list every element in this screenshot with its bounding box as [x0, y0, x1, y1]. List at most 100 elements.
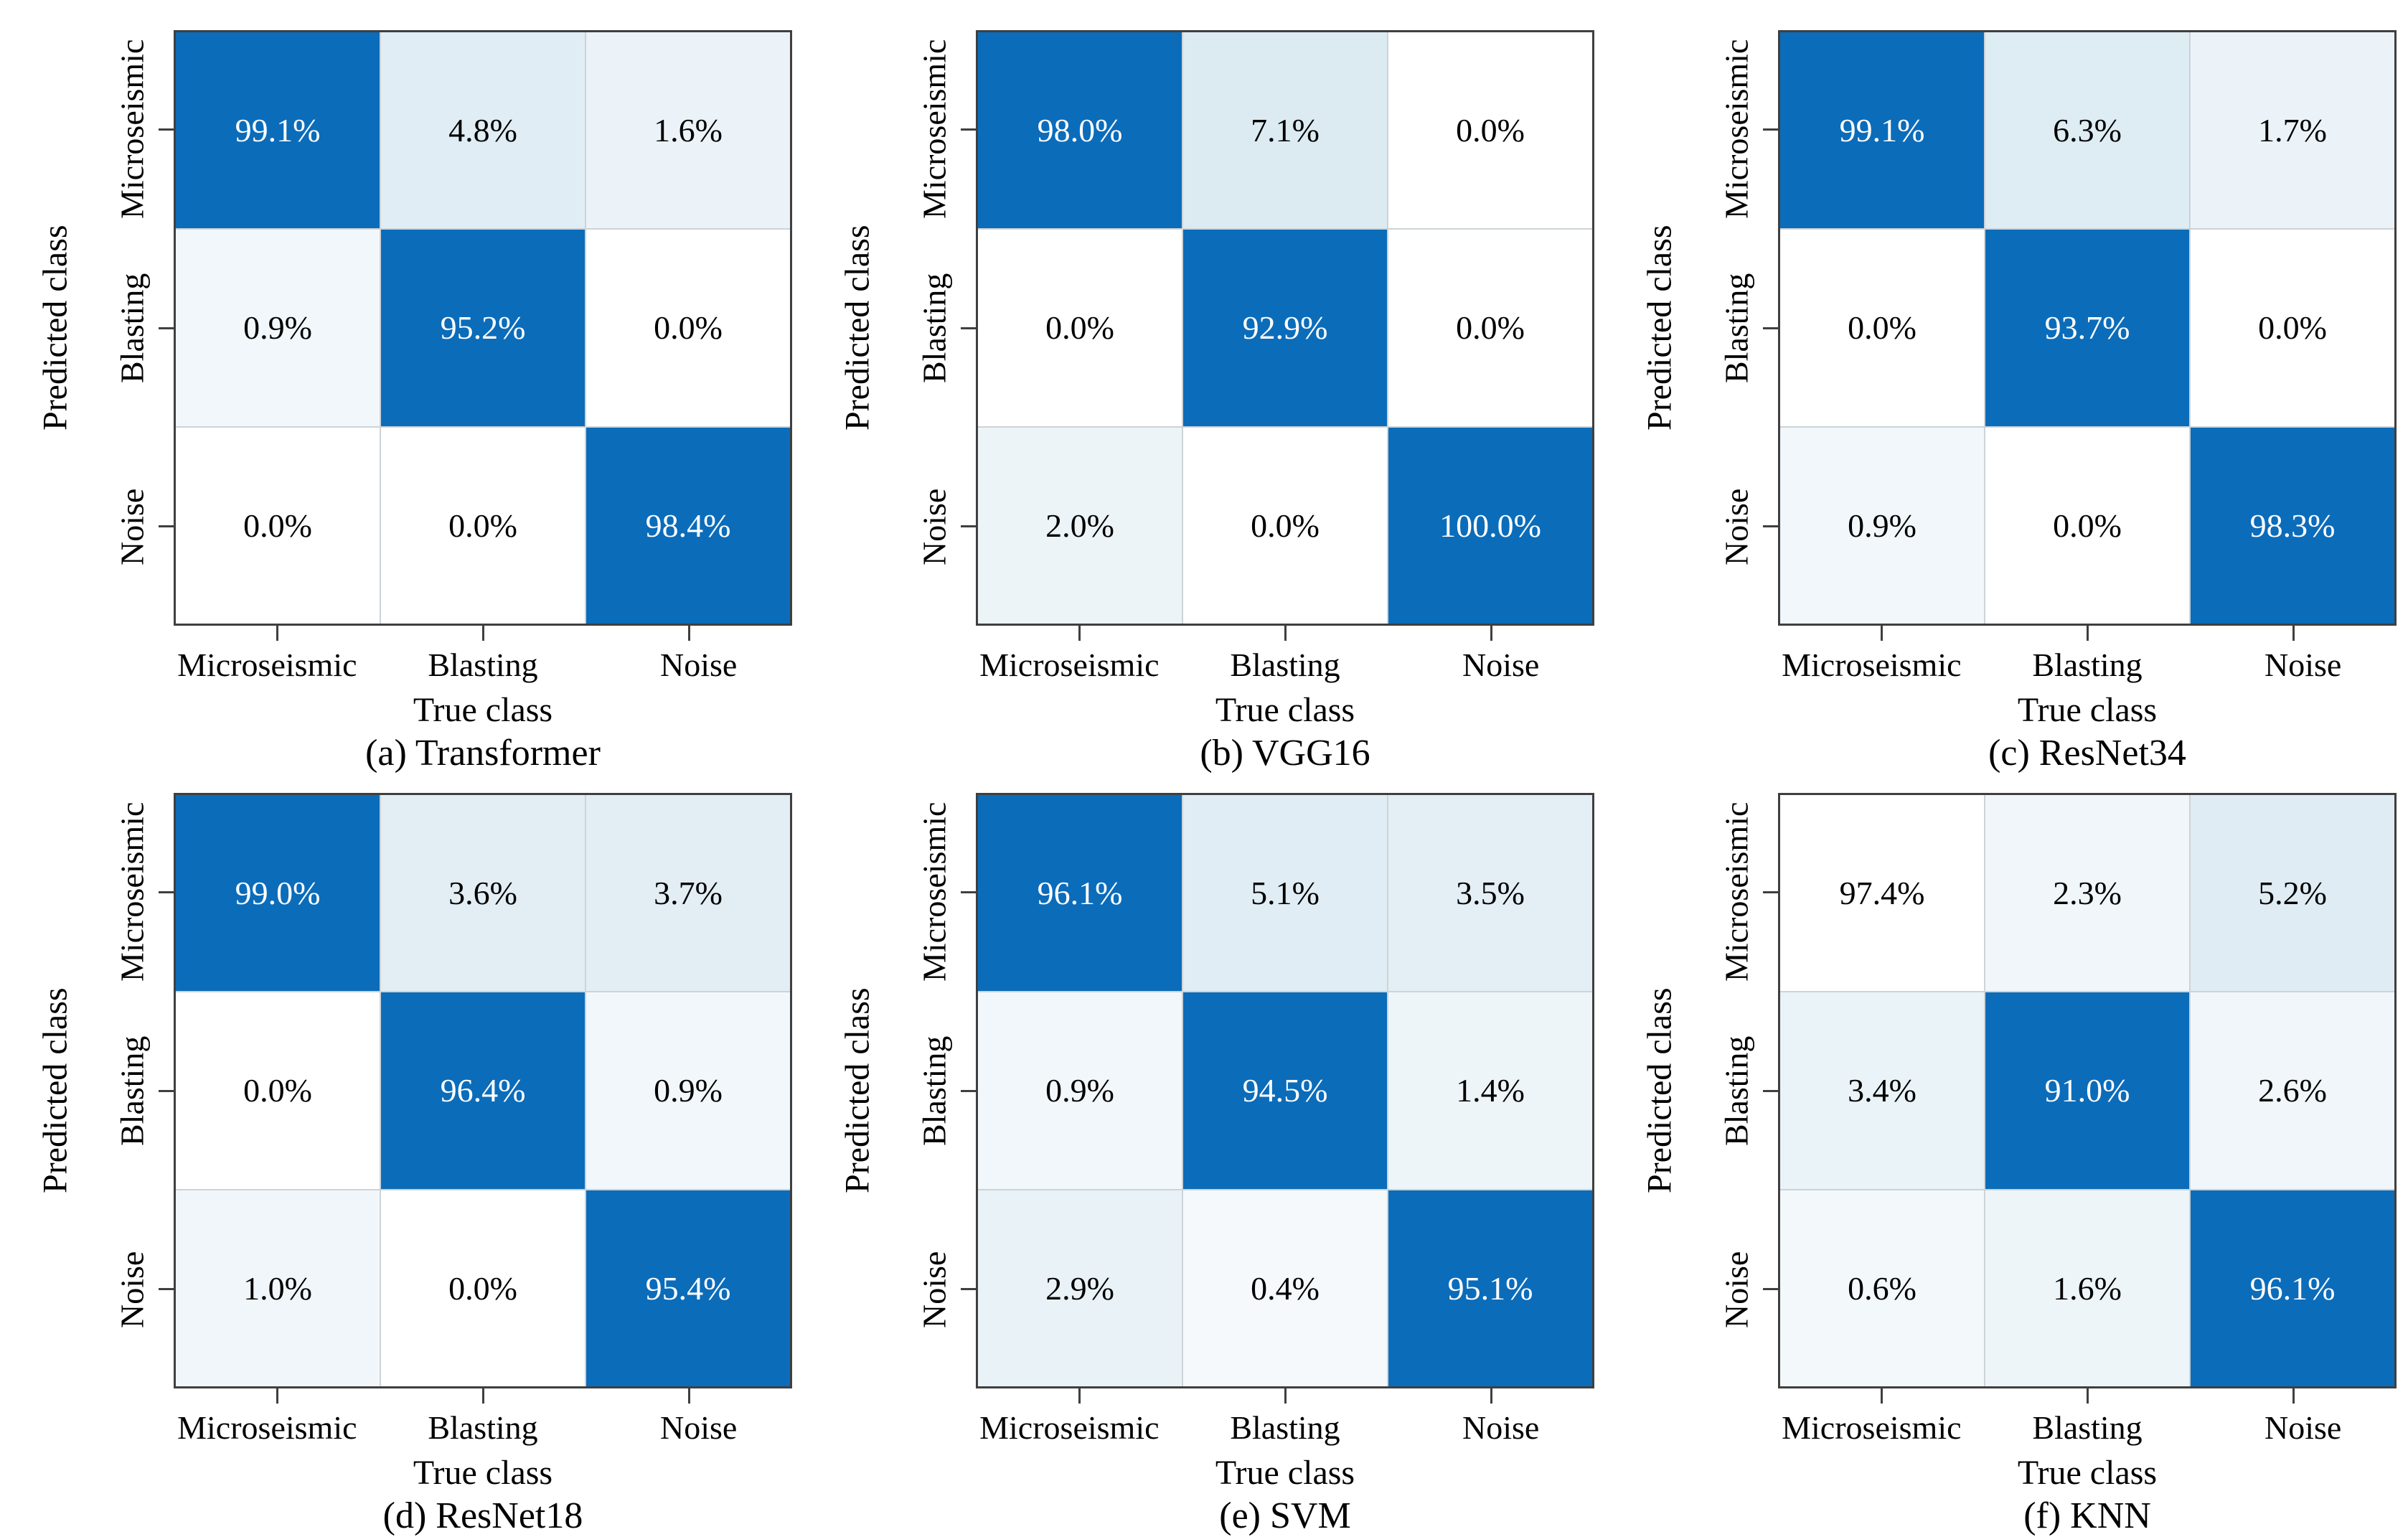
cell-r2c0: 0.6% — [1780, 1190, 1984, 1386]
y-axis-title: Predicted class — [838, 987, 877, 1194]
cell-r0c1: 7.1% — [1183, 32, 1387, 229]
y-axis-tick — [159, 1288, 174, 1290]
cell-r2c1: 0.0% — [381, 427, 585, 624]
cell-r0c0: 97.4% — [1780, 795, 1984, 992]
x-tick-labels: Microseismic Blasting Noise — [159, 646, 806, 684]
y-axis-title: Predicted class — [36, 987, 75, 1194]
y-axis-tick — [159, 128, 174, 131]
cell-r2c1: 0.4% — [1183, 1190, 1387, 1386]
x-tick-label-microseismic: Microseismic — [177, 1409, 357, 1446]
y-axis-tick — [961, 1288, 976, 1290]
x-axis-tick — [2292, 626, 2295, 641]
cell-r1c0: 3.4% — [1780, 992, 1984, 1189]
cell-r0c2: 5.2% — [2191, 795, 2394, 992]
cell-r0c2: 3.5% — [1388, 795, 1592, 992]
panel-a-transformer: Predicted class Microseismic Blasting No… — [29, 11, 831, 774]
y-tick-label-blasting: Blasting — [916, 1035, 953, 1146]
panel-caption: (f) KNN — [2023, 1495, 2151, 1536]
cell-r1c2: 1.4% — [1388, 992, 1592, 1189]
y-axis-tick — [159, 525, 174, 527]
cell-r1c0: 0.0% — [176, 992, 380, 1189]
confusion-matrix-grid: 99.1% 6.3% 1.7% 0.0% 93.7% 0.0% 0.9% 0.0… — [1778, 30, 2397, 626]
confusion-matrix-grid: 96.1% 5.1% 3.5% 0.9% 94.5% 1.4% 2.9% 0.4… — [976, 793, 1594, 1388]
y-tick-label-microseismic: Microseismic — [1718, 802, 1755, 982]
x-tick-label-blasting: Blasting — [2032, 647, 2143, 683]
cell-r0c1: 2.3% — [1985, 795, 2189, 992]
x-axis-tick — [276, 626, 278, 641]
x-axis-title: True class — [2017, 1454, 2158, 1492]
panel-d-resnet18: Predicted class Microseismic Blasting No… — [29, 774, 831, 1537]
x-axis-tick — [688, 626, 690, 641]
x-axis-tick — [1078, 1388, 1081, 1404]
confusion-matrix-grid: 99.0% 3.6% 3.7% 0.0% 96.4% 0.9% 1.0% 0.0… — [174, 793, 792, 1388]
y-tick-label-microseismic: Microseismic — [1718, 39, 1755, 220]
cell-r0c1: 6.3% — [1985, 32, 2189, 229]
cell-r2c1: 1.6% — [1985, 1190, 2189, 1386]
cell-r1c0: 0.9% — [978, 992, 1182, 1189]
y-axis-title: Predicted class — [36, 225, 75, 431]
x-tick-label-blasting: Blasting — [1230, 647, 1340, 683]
cell-r0c0: 99.1% — [1780, 32, 1984, 229]
cell-r0c0: 98.0% — [978, 32, 1182, 229]
x-tick-label-blasting: Blasting — [2032, 1409, 2143, 1446]
cell-r2c1: 0.0% — [381, 1190, 585, 1386]
cell-r1c2: 0.0% — [586, 230, 790, 426]
cell-r2c0: 0.9% — [1780, 427, 1984, 624]
cell-r0c2: 1.6% — [586, 32, 790, 229]
x-axis-tick — [1284, 626, 1287, 641]
x-tick-label-blasting: Blasting — [428, 647, 538, 683]
y-tick-label-blasting: Blasting — [113, 273, 151, 383]
x-axis-tick — [2292, 1388, 2295, 1404]
y-axis-tick — [159, 327, 174, 329]
cell-r1c1: 96.4% — [381, 992, 585, 1189]
x-tick-label-noise: Noise — [1462, 1409, 1540, 1446]
cell-r1c2: 0.9% — [586, 992, 790, 1189]
x-axis-title: True class — [1215, 1454, 1355, 1492]
x-tick-label-microseismic: Microseismic — [1782, 647, 1962, 683]
cell-r0c2: 1.7% — [2191, 32, 2394, 229]
cell-r2c0: 2.9% — [978, 1190, 1182, 1386]
y-tick-label-blasting: Blasting — [1718, 273, 1755, 383]
y-axis-title: Predicted class — [838, 225, 877, 431]
cell-r1c1: 92.9% — [1183, 230, 1387, 426]
panel-caption: (e) SVM — [1219, 1495, 1351, 1536]
panel-c-resnet34: Predicted class Microseismic Blasting No… — [1633, 11, 2408, 774]
panel-b-vgg16: Predicted class Microseismic Blasting No… — [831, 11, 1633, 774]
cell-r1c2: 2.6% — [2191, 992, 2394, 1189]
y-axis-tick — [961, 327, 976, 329]
x-axis-tick — [1284, 1388, 1287, 1404]
x-axis-tick — [688, 1388, 690, 1404]
x-axis-tick — [1490, 1388, 1492, 1404]
y-tick-label-noise: Noise — [1718, 1251, 1755, 1328]
x-tick-label-blasting: Blasting — [1230, 1409, 1340, 1446]
confusion-matrix-grid: 97.4% 2.3% 5.2% 3.4% 91.0% 2.6% 0.6% 1.6… — [1778, 793, 2397, 1388]
cell-r2c1: 0.0% — [1183, 427, 1387, 624]
y-axis-tick — [1763, 327, 1778, 329]
confusion-matrix-grid: 99.1% 4.8% 1.6% 0.9% 95.2% 0.0% 0.0% 0.0… — [174, 30, 792, 626]
x-tick-label-noise: Noise — [1462, 647, 1540, 683]
cell-r2c0: 0.0% — [176, 427, 380, 624]
x-tick-labels: Microseismic Blasting Noise — [961, 646, 1609, 684]
y-axis-tick — [961, 525, 976, 527]
y-tick-label-noise: Noise — [916, 488, 953, 565]
y-axis-title: Predicted class — [1640, 225, 1679, 431]
cell-r1c1: 94.5% — [1183, 992, 1387, 1189]
cell-r1c1: 93.7% — [1985, 230, 2189, 426]
y-tick-label-noise: Noise — [1718, 488, 1755, 565]
y-axis-tick — [961, 891, 976, 893]
x-tick-label-microseismic: Microseismic — [1782, 1409, 1962, 1446]
cell-r0c2: 3.7% — [586, 795, 790, 992]
y-axis-tick — [1763, 128, 1778, 131]
y-tick-label-noise: Noise — [916, 1251, 953, 1328]
cell-r0c1: 4.8% — [381, 32, 585, 229]
x-tick-labels: Microseismic Blasting Noise — [1764, 1409, 2408, 1447]
y-tick-label-blasting: Blasting — [113, 1035, 151, 1146]
x-tick-label-noise: Noise — [660, 1409, 738, 1446]
x-axis-title: True class — [413, 691, 553, 729]
cell-r1c2: 0.0% — [2191, 230, 2394, 426]
cell-r0c1: 3.6% — [381, 795, 585, 992]
cell-r0c2: 0.0% — [1388, 32, 1592, 229]
cell-r1c1: 91.0% — [1985, 992, 2189, 1189]
x-tick-labels: Microseismic Blasting Noise — [961, 1409, 1609, 1447]
x-axis-tick — [482, 1388, 484, 1404]
